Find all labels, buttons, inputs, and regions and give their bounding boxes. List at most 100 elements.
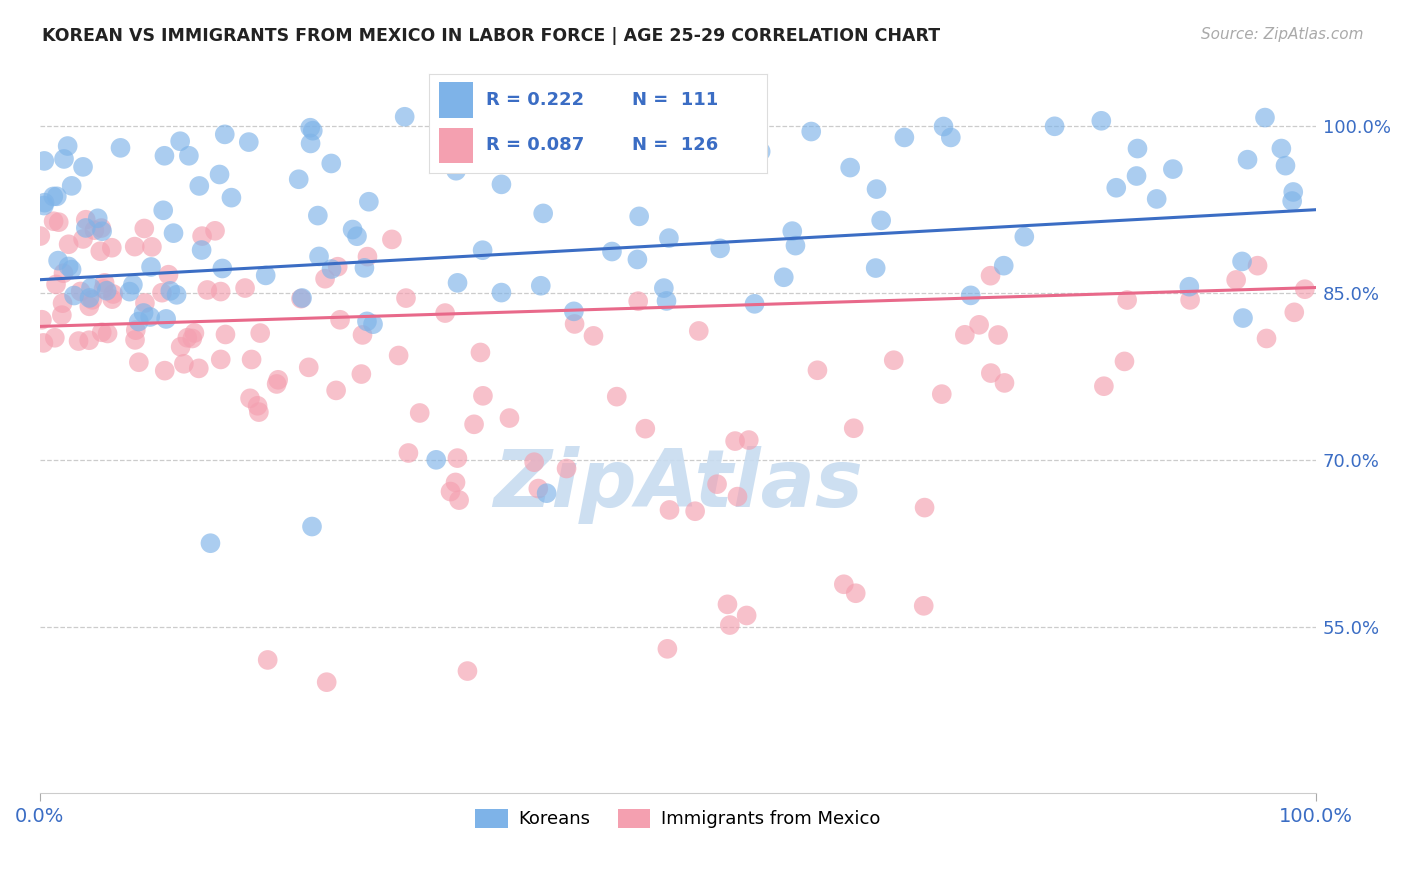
Point [1256, 331, 1278, 345]
Point [652, 281, 675, 295]
Point [1178, 293, 1201, 307]
Point [980, 366, 1002, 380]
Point [536, 486, 558, 500]
Point [48, 215, 70, 229]
Point [128, 355, 150, 369]
Point [150, 285, 173, 300]
Point [204, 224, 226, 238]
Point [188, 178, 211, 193]
Point [153, 364, 176, 378]
Point [439, 484, 461, 499]
Point [75, 212, 97, 227]
Point [214, 327, 236, 342]
Point [564, 317, 586, 331]
Point [352, 327, 374, 342]
Point [342, 222, 364, 236]
Point [44, 331, 66, 345]
Point [90, 326, 112, 340]
Point [32, 153, 55, 168]
Point [425, 453, 447, 467]
Point [531, 206, 554, 220]
Point [1126, 142, 1149, 156]
Point [83, 223, 105, 237]
Point [157, 268, 180, 282]
Point [159, 284, 181, 298]
Point [839, 161, 862, 175]
Point [58, 260, 80, 274]
Point [1246, 259, 1268, 273]
Point [498, 411, 520, 425]
Point [301, 124, 323, 138]
Point [200, 536, 222, 550]
Point [1284, 305, 1306, 319]
Point [396, 446, 419, 460]
Point [491, 178, 513, 192]
Point [658, 503, 681, 517]
Point [177, 149, 200, 163]
Point [93, 276, 115, 290]
Point [914, 500, 936, 515]
Point [97, 326, 120, 341]
Point [90, 221, 112, 235]
Point [800, 124, 823, 138]
Point [471, 389, 494, 403]
Point [845, 586, 868, 600]
Point [247, 405, 270, 419]
Point [132, 306, 155, 320]
Point [444, 475, 467, 490]
Point [314, 271, 336, 285]
Point [353, 260, 375, 275]
Point [1125, 169, 1147, 183]
Point [67, 334, 90, 348]
Point [356, 314, 378, 328]
Point [101, 241, 124, 255]
Point [912, 599, 935, 613]
Point [394, 110, 416, 124]
Point [1114, 354, 1136, 368]
Point [87, 211, 110, 226]
Point [79, 291, 101, 305]
Point [1043, 120, 1066, 134]
Point [30, 229, 52, 244]
Point [63, 288, 86, 302]
Point [128, 314, 150, 328]
Point [110, 141, 132, 155]
Point [527, 482, 550, 496]
Point [939, 130, 962, 145]
Point [287, 172, 309, 186]
Point [491, 285, 513, 300]
Point [125, 323, 148, 337]
Point [993, 376, 1015, 390]
Point [299, 136, 322, 151]
Point [96, 284, 118, 298]
Point [870, 213, 893, 227]
Text: Source: ZipAtlas.com: Source: ZipAtlas.com [1201, 27, 1364, 42]
Point [209, 352, 232, 367]
Point [290, 292, 312, 306]
Point [1294, 282, 1316, 296]
Point [627, 294, 650, 309]
Point [208, 168, 231, 182]
Point [176, 331, 198, 345]
Point [82, 293, 104, 307]
Point [1116, 293, 1139, 307]
Point [69, 285, 91, 299]
Point [72, 160, 94, 174]
Point [655, 293, 678, 308]
Point [53, 152, 76, 166]
Point [953, 327, 976, 342]
Point [381, 232, 404, 246]
Point [806, 363, 828, 377]
Point [173, 357, 195, 371]
Point [1281, 194, 1303, 208]
Point [865, 261, 887, 276]
Point [865, 182, 887, 196]
Point [356, 250, 378, 264]
Point [470, 345, 492, 359]
Point [118, 285, 141, 299]
Point [291, 291, 314, 305]
Point [688, 324, 710, 338]
Point [959, 288, 981, 302]
Point [456, 664, 478, 678]
Point [716, 598, 738, 612]
